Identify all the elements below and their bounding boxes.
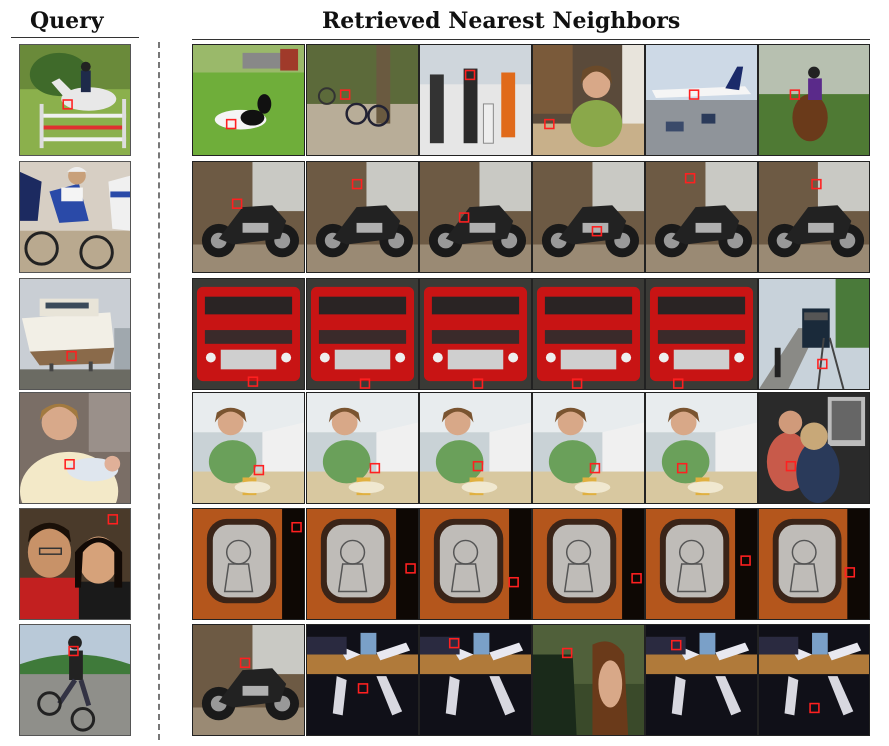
neighbor-image-r2-c4 [532, 161, 645, 273]
query-image-2 [19, 161, 131, 273]
neighbor-image-r4-c5 [645, 392, 758, 504]
neighbor-image-r6-c3 [419, 624, 532, 736]
neighbor-image-r6-c2 [306, 624, 419, 736]
query-title: Query [30, 8, 104, 34]
neighbor-image-r3-c4 [532, 278, 645, 390]
retrieved-title-rule [192, 39, 870, 40]
neighbor-image-r3-c5 [645, 278, 758, 390]
neighbor-image-r5-c6 [758, 508, 870, 620]
neighbor-image-r2-c5 [645, 161, 758, 273]
query-image-1 [19, 44, 131, 156]
neighbor-image-r5-c2 [306, 508, 419, 620]
neighbor-image-r6-c5 [645, 624, 758, 736]
query-image-6 [19, 624, 131, 736]
neighbor-image-r5-c5 [645, 508, 758, 620]
query-image-5 [19, 508, 131, 620]
neighbor-image-r2-c1 [192, 161, 305, 273]
neighbor-image-r1-c3 [419, 44, 532, 156]
neighbor-image-r5-c1 [192, 508, 305, 620]
neighbor-image-r3-c3 [419, 278, 532, 390]
neighbor-image-r3-c2 [306, 278, 419, 390]
neighbor-image-r6-c4 [532, 624, 645, 736]
neighbor-image-r4-c6 [758, 392, 870, 504]
neighbor-image-r1-c2 [306, 44, 419, 156]
query-title-rule [11, 37, 139, 38]
neighbor-image-r1-c4 [532, 44, 645, 156]
neighbor-image-r1-c6 [758, 44, 870, 156]
neighbor-image-r2-c3 [419, 161, 532, 273]
query-image-3 [19, 278, 131, 390]
neighbor-image-r2-c2 [306, 161, 419, 273]
neighbor-image-r3-c6 [758, 278, 870, 390]
neighbor-image-r5-c4 [532, 508, 645, 620]
neighbor-image-r1-c5 [645, 44, 758, 156]
neighbor-image-r4-c1 [192, 392, 305, 504]
neighbor-image-r6-c1 [192, 624, 305, 736]
neighbor-image-r1-c1 [192, 44, 305, 156]
neighbor-image-r5-c3 [419, 508, 532, 620]
retrieved-title: Retrieved Nearest Neighbors [322, 8, 681, 34]
query-image-4 [19, 392, 131, 504]
neighbor-image-r2-c6 [758, 161, 870, 273]
neighbor-image-r4-c3 [419, 392, 532, 504]
neighbor-image-r3-c1 [192, 278, 305, 390]
column-divider [158, 42, 160, 740]
neighbor-image-r6-c6 [758, 624, 870, 736]
neighbor-image-r4-c2 [306, 392, 419, 504]
neighbor-image-r4-c4 [532, 392, 645, 504]
